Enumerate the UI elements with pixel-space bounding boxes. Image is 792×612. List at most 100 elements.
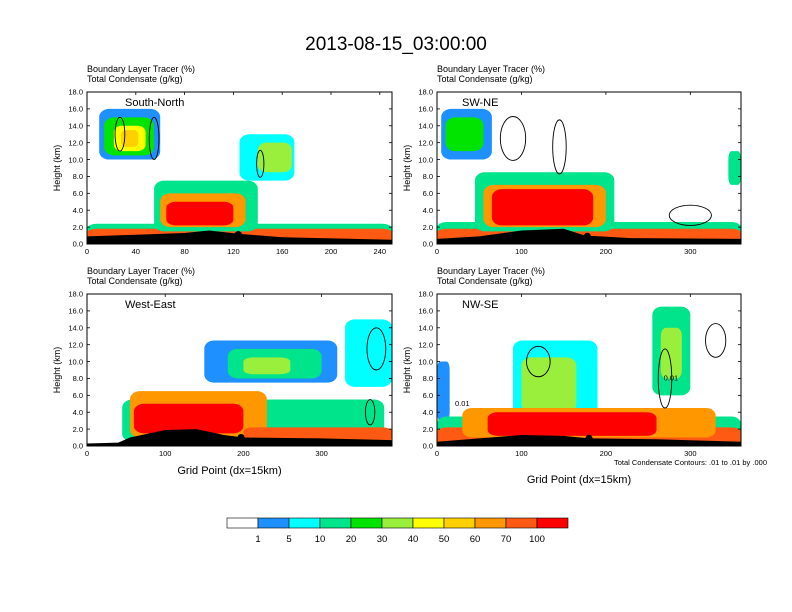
- y-tick-label: 18.0: [68, 290, 83, 299]
- colorbar-swatch: [288, 517, 321, 529]
- x-axis-label: Grid Point (dx=15km): [527, 474, 631, 486]
- y-tick-label: 12.0: [418, 340, 433, 349]
- y-tick-label: 6.0: [73, 391, 83, 400]
- y-tick-label: 0.0: [73, 442, 83, 451]
- plot-frame: [436, 293, 742, 447]
- y-tick-label: 16.0: [418, 307, 433, 316]
- colorbar-label: 5: [286, 534, 291, 545]
- y-tick-label: 16.0: [418, 105, 433, 114]
- colorbar-swatch: [505, 517, 538, 529]
- y-tick-label: 6.0: [423, 189, 433, 198]
- x-tick-label: 200: [237, 449, 250, 458]
- condensate-contour: [552, 119, 567, 175]
- x-tick-label: 100: [515, 449, 528, 458]
- x-tick-label: 300: [315, 449, 328, 458]
- x-tick-label: 200: [600, 449, 613, 458]
- tracer-region: [521, 357, 577, 413]
- panel-south-north: 0.0 2.0 4.0 6.0 8.0 10.0 12.0 14.0 16.0 18.0 0 40 80…: [52, 64, 393, 256]
- y-tick-label: 16.0: [68, 307, 83, 316]
- panel-name: NW-SE: [462, 299, 498, 311]
- y-tick-label: 4.0: [73, 206, 83, 215]
- panel-header-condensate: Total Condensate (g/kg): [87, 74, 183, 84]
- x-tick-label: 200: [600, 247, 613, 256]
- y-tick-label: 16.0: [68, 105, 83, 114]
- panel-header-condensate: Total Condensate (g/kg): [437, 74, 533, 84]
- tracer-region: [487, 412, 657, 436]
- colorbar-label: 70: [501, 534, 512, 545]
- colorbar-swatch: [350, 517, 383, 529]
- colorbar-swatch: [319, 517, 352, 529]
- panel-west-east: 0.0 2.0 4.0 6.0 8.0 10.0 12.0 14.0 16.0 18.0 0 100 2…: [52, 266, 393, 477]
- x-tick-label: 300: [684, 247, 697, 256]
- condensate-contour: [114, 116, 126, 152]
- condensate-contour: [526, 345, 551, 378]
- tracer-region: [257, 142, 292, 173]
- colorbar-label: 40: [408, 534, 419, 545]
- contour-label: 0.01: [455, 399, 470, 408]
- colorbar-label: 50: [439, 534, 450, 545]
- x-tick-label: 0: [85, 247, 89, 256]
- location-marker: [583, 232, 591, 240]
- y-tick-label: 2.0: [423, 425, 433, 434]
- colorbar-label: 30: [377, 534, 388, 545]
- panel-sw-ne: 0.0 2.0 4.0 6.0 8.0 10.0 12.0 14.0 16.0 18.0 0 100 2…: [402, 64, 742, 256]
- tracer-region: [660, 327, 682, 379]
- condensate-contour: [668, 204, 712, 226]
- y-tick-label: 12.0: [68, 340, 83, 349]
- y-tick-label: 0.0: [423, 442, 433, 451]
- x-tick-label: 0: [435, 449, 439, 458]
- y-tick-label: 2.0: [73, 425, 83, 434]
- x-tick-label: 200: [325, 247, 338, 256]
- condensate-contour: [256, 149, 265, 178]
- y-tick-label: 12.0: [68, 138, 83, 147]
- contour-label: 0.01: [664, 373, 679, 382]
- tracer-region: [166, 201, 234, 226]
- figure-title: 2013-08-15_03:00:00: [305, 34, 487, 55]
- condensate-contour: [657, 348, 673, 409]
- tracer-region: [728, 151, 741, 185]
- condensate-contour: [148, 116, 160, 161]
- y-tick-label: 10.0: [68, 155, 83, 164]
- y-axis-label: Height (km): [402, 347, 412, 394]
- condensate-contour: [366, 327, 387, 371]
- tracer-field: [437, 108, 741, 244]
- colorbar: 1 5 10 20 30 40 50 60 70 100: [226, 517, 569, 545]
- colorbar-swatch: [226, 517, 259, 529]
- panel-header-condensate: Total Condensate (g/kg): [87, 276, 183, 286]
- tracer-region: [345, 319, 392, 387]
- colorbar-label: 60: [470, 534, 481, 545]
- tracer-region: [445, 117, 484, 152]
- x-tick-label: 120: [227, 247, 240, 256]
- panel-header-tracer: Boundary Layer Tracer (%): [437, 64, 545, 74]
- colorbar-swatch: [257, 517, 290, 529]
- y-tick-label: 6.0: [73, 189, 83, 198]
- plot-frame: [436, 91, 742, 245]
- y-axis-label: Height (km): [402, 145, 412, 192]
- tracer-region: [243, 357, 291, 375]
- panel-header-tracer: Boundary Layer Tracer (%): [87, 64, 195, 74]
- y-tick-label: 0.0: [423, 240, 433, 249]
- condensate-contour: [499, 116, 527, 161]
- tracer-region: [491, 189, 594, 226]
- y-tick-label: 8.0: [423, 374, 433, 383]
- condensate-contour: [705, 323, 727, 358]
- y-tick-label: 18.0: [418, 290, 433, 299]
- panel-name: SW-NE: [462, 97, 498, 109]
- panel-header-tracer: Boundary Layer Tracer (%): [437, 266, 545, 276]
- y-tick-label: 8.0: [73, 374, 83, 383]
- y-tick-label: 4.0: [73, 408, 83, 417]
- colorbar-label: 20: [346, 534, 357, 545]
- colorbar-label: 100: [529, 534, 545, 545]
- y-tick-label: 10.0: [418, 357, 433, 366]
- panel-header-tracer: Boundary Layer Tracer (%): [87, 266, 195, 276]
- x-tick-label: 40: [132, 247, 140, 256]
- x-tick-label: 160: [276, 247, 289, 256]
- panel-name: South-North: [125, 97, 184, 109]
- x-tick-label: 100: [515, 247, 528, 256]
- plot-frame: [86, 91, 393, 245]
- y-tick-label: 6.0: [423, 391, 433, 400]
- panel-nw-se: 0.01 0.01 0.0 2.0 4.0 6.0 8.0 10.0 12.0 14.0 16.0 1…: [402, 266, 742, 486]
- y-tick-label: 4.0: [423, 408, 433, 417]
- x-tick-label: 0: [85, 449, 89, 458]
